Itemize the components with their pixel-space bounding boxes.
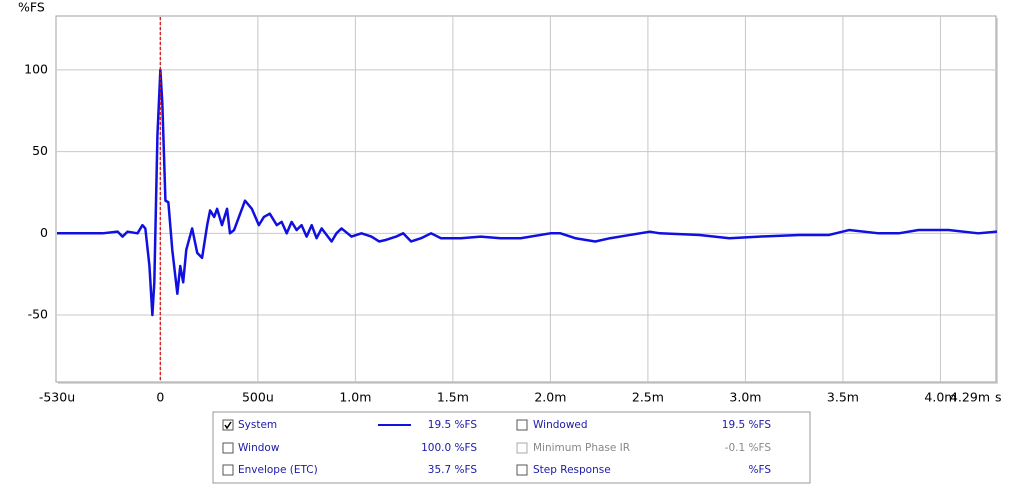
legend-label: Minimum Phase IR [533, 442, 630, 454]
x-tick-label: 500u [242, 390, 274, 405]
legend-readout: 19.5 %FS [722, 419, 772, 431]
checkbox [222, 464, 234, 476]
checkbox [222, 442, 234, 454]
legend-label: Window [238, 442, 280, 454]
plot-area [55, 15, 997, 383]
x-tick-label: 2.0m [534, 390, 566, 405]
x-tick-label: 1.5m [437, 390, 469, 405]
legend-readout: 19.5 %FS [428, 419, 478, 431]
x-tick-label: 3.5m [827, 390, 859, 405]
checkbox [516, 464, 528, 476]
checkbox [516, 419, 528, 431]
legend-label: Envelope (ETC) [238, 464, 318, 476]
x-tick-label: -530u [39, 390, 75, 405]
checkbox [222, 419, 234, 431]
checkbox [516, 442, 528, 454]
legend-readout: %FS [749, 464, 772, 476]
y-tick-label: -50 [28, 307, 48, 322]
x-tick-label: 3.0m [729, 390, 761, 405]
legend-readout: 35.7 %FS [428, 464, 478, 476]
legend-panel [212, 411, 811, 484]
legend-label: Windowed [533, 419, 588, 431]
y-tick-label: 0 [40, 225, 48, 240]
legend-label: Step Response [533, 464, 611, 476]
legend-readout: -0.1 %FS [725, 442, 772, 454]
x-tick-label: 1.0m [339, 390, 371, 405]
y-axis-label: %FS [18, 0, 45, 15]
legend-label: System [238, 419, 277, 431]
x-tick-label: 0 [156, 390, 164, 405]
x-tick-label: 4.29m [950, 390, 990, 405]
y-tick-label: 100 [24, 61, 48, 76]
legend-readout: 100.0 %FS [421, 442, 477, 454]
x-axis-label: s [995, 390, 1002, 405]
x-tick-label: 4.0m [924, 390, 956, 405]
y-tick-label: 50 [32, 143, 48, 158]
x-tick-label: 2.5m [632, 390, 664, 405]
checkmark [224, 421, 232, 430]
data-line [57, 68, 998, 317]
